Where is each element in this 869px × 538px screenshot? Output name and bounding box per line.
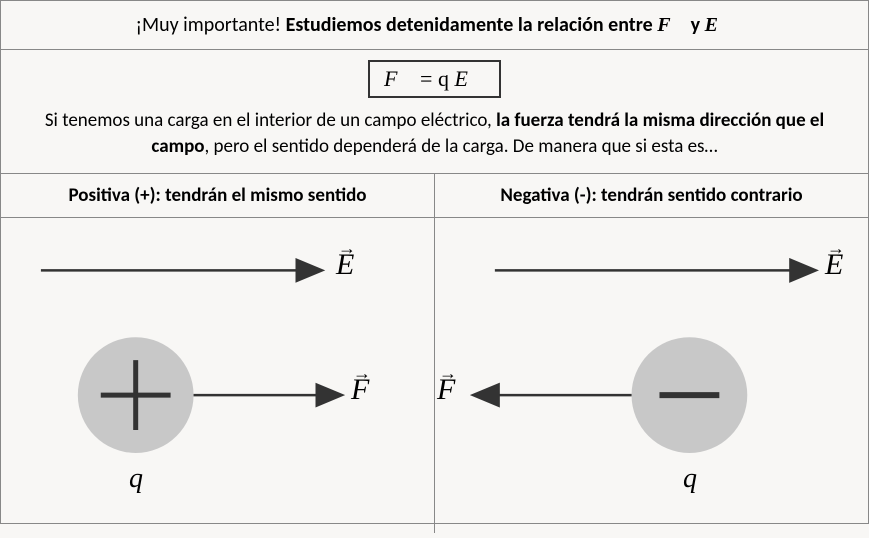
columns: Positiva (+): tendrán el mismo sentido <box>1 174 868 532</box>
f-label: →F <box>351 373 369 407</box>
title-plain: ¡Muy importante! <box>135 13 285 37</box>
q-label: q <box>683 463 697 495</box>
e-label: →E <box>336 248 354 282</box>
title-bold: Estudiemos detenidamente la relación ent… <box>286 13 734 37</box>
formula-row: F⃗ = q E⃗ Si tenemos una carga en el int… <box>1 50 868 174</box>
formula-lhs: F⃗ <box>384 66 415 91</box>
positive-diagram: →E →F q <box>1 218 434 532</box>
formula-eq: = q <box>415 66 455 91</box>
explain-text: Si tenemos una carga en el interior de u… <box>21 108 848 159</box>
positive-header: Positiva (+): tendrán el mismo sentido <box>1 174 434 218</box>
negative-column: Negativa (-): tendrán sentido contrario <box>435 174 868 532</box>
formula-box: F⃗ = q E⃗ <box>368 60 501 98</box>
e-label: →E <box>825 248 843 282</box>
negative-diagram: →E →F q <box>435 218 868 532</box>
f-label: →F <box>437 373 455 407</box>
negative-header: Negativa (-): tendrán sentido contrario <box>435 174 868 218</box>
q-label: q <box>129 463 143 495</box>
formula-rhs: E⃗ <box>454 66 485 91</box>
physics-table: ¡Muy importante! Estudiemos detenidament… <box>0 0 869 524</box>
negative-svg <box>435 218 868 532</box>
positive-column: Positiva (+): tendrán el mismo sentido <box>1 174 435 532</box>
title-row: ¡Muy importante! Estudiemos detenidament… <box>1 1 868 50</box>
